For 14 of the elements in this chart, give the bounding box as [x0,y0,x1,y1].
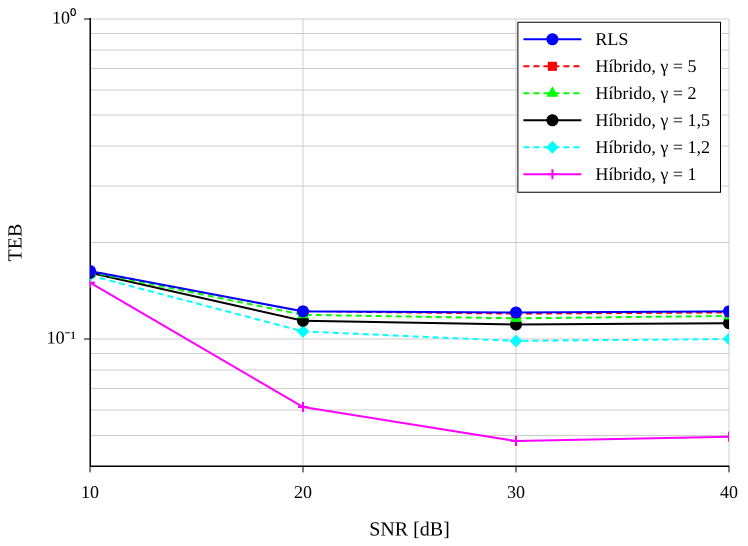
legend-label: Híbrido, γ = 2 [595,83,697,104]
legend-label: Híbrido, γ = 1,2 [595,137,710,158]
x-tick-label: 20 [294,482,312,502]
legend-label: Híbrido, γ = 5 [595,56,697,76]
legend-label: Híbrido, γ = 1 [595,164,697,184]
y-axis-title: TEB [4,224,26,262]
x-tick-label: 40 [720,482,738,502]
legend-label: Híbrido, γ = 1,5 [595,110,710,130]
x-axis-title: SNR [dB] [369,518,450,540]
x-tick-label: 10 [81,482,99,502]
x-tick-label: 30 [507,482,525,502]
legend-label: RLS [595,29,628,50]
y-tick-label: 10⁰ [52,8,76,28]
y-tick-label: 10⁻¹ [46,328,76,348]
